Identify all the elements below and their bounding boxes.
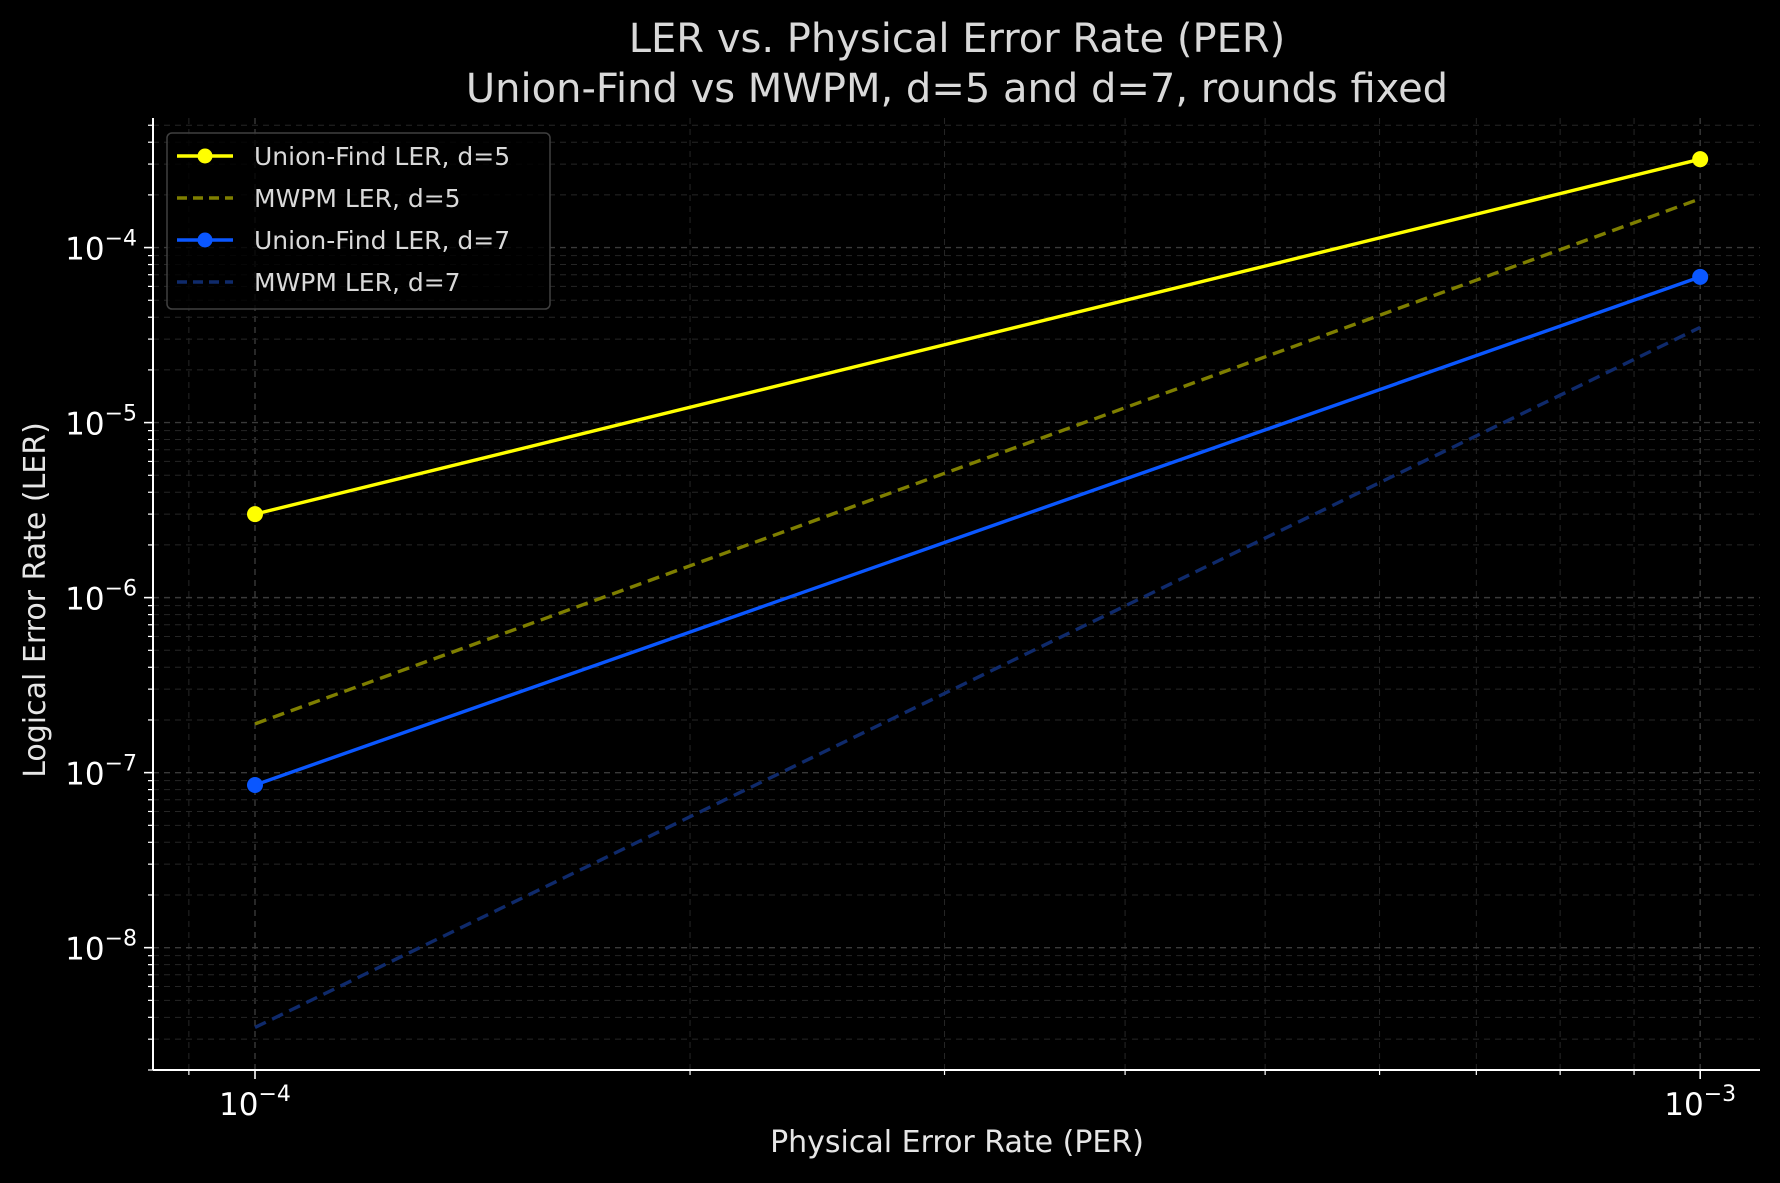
legend-label-2: MWPM LER, d=5: [254, 184, 461, 213]
series-3-point: [1692, 268, 1709, 285]
x-axis-label: Physical Error Rate (PER): [770, 1125, 1144, 1160]
axes: 10−4 10−3 10−8 10−7 10−6 10−5 10−4: [65, 118, 1760, 1123]
series-line-4: [254, 325, 1701, 1029]
legend: Union-Find LER, d=5 MWPM LER, d=5 Union-Fi…: [166, 132, 551, 310]
y-tick-label: 10−5: [65, 402, 137, 443]
series-line-3: [254, 275, 1701, 787]
series-line-2: [254, 197, 1701, 726]
y-tick-label: 10−4: [65, 227, 137, 268]
y-axis-label: Logical Error Rate (LER): [18, 422, 53, 778]
legend-marker-3: [197, 232, 213, 248]
legend-label-1: Union-Find LER, d=5: [254, 142, 510, 171]
series-layer: [247, 151, 1709, 1029]
series-3-point: [247, 776, 264, 793]
series-1-point: [247, 506, 264, 523]
legend-label-3: Union-Find LER, d=7: [254, 226, 510, 255]
legend-box: [166, 132, 551, 310]
chart-title-line1: LER vs. Physical Error Rate (PER): [629, 16, 1285, 62]
x-tick-label: 10−3: [1664, 1082, 1736, 1123]
y-tick-label: 10−8: [65, 927, 137, 968]
series-1-point: [1692, 151, 1709, 168]
y-tick-label: 10−7: [65, 752, 137, 793]
chart-title-line2: Union-Find vs MWPM, d=5 and d=7, rounds …: [466, 66, 1448, 112]
legend-marker-1: [197, 148, 213, 164]
series-line-1: [254, 157, 1701, 516]
x-tick-label: 10−4: [219, 1082, 291, 1123]
y-tick-label: 10−6: [65, 577, 137, 618]
legend-label-4: MWPM LER, d=7: [254, 268, 461, 297]
